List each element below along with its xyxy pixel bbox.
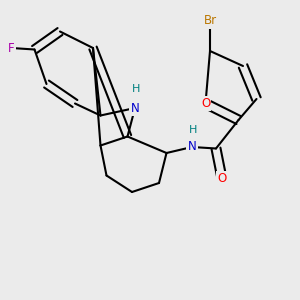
Text: O: O bbox=[218, 172, 226, 185]
Text: N: N bbox=[188, 140, 196, 154]
Text: N: N bbox=[130, 101, 140, 115]
Text: H: H bbox=[132, 84, 141, 94]
Text: O: O bbox=[201, 97, 210, 110]
Text: Br: Br bbox=[203, 14, 217, 28]
Text: H: H bbox=[189, 125, 198, 136]
Text: F: F bbox=[8, 41, 15, 55]
